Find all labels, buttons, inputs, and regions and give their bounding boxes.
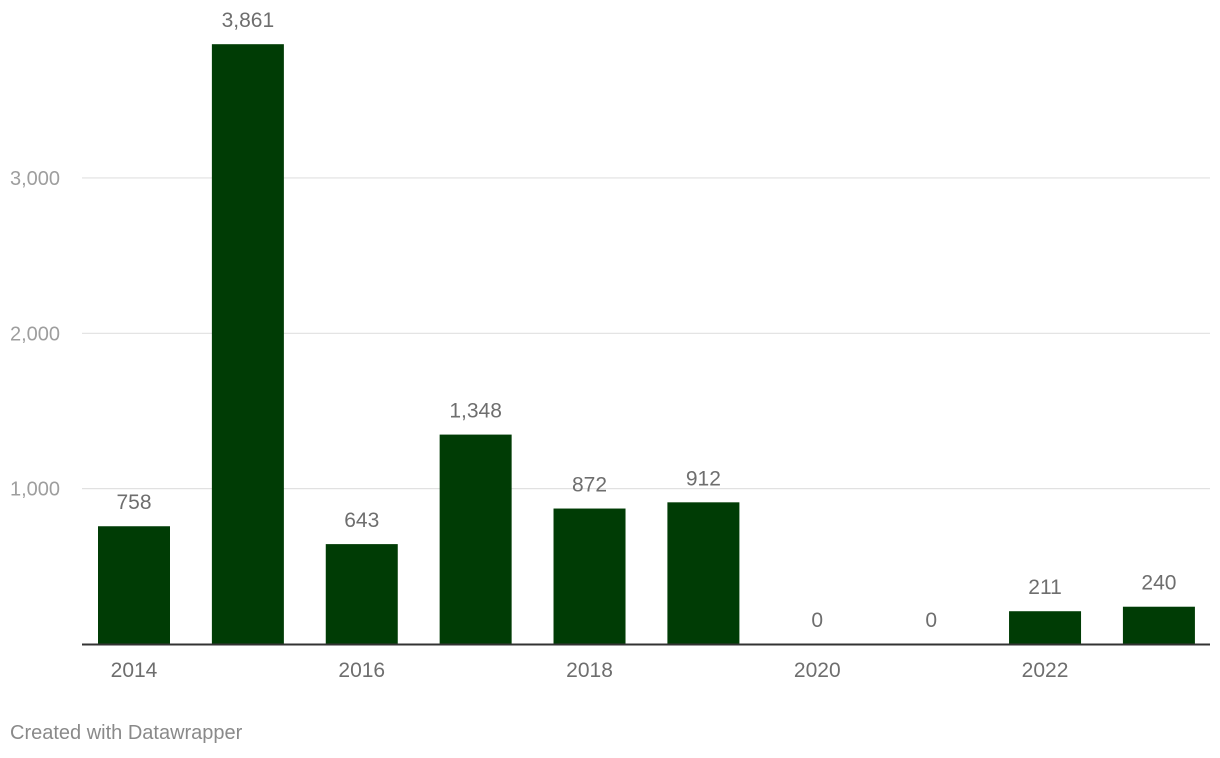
y-tick-label: 2,000 [10,323,60,345]
value-label: 1,348 [449,400,502,423]
value-label: 758 [116,491,151,514]
bar-2023 [1122,606,1195,644]
y-axis-tick-labels: 1,000 2,000 3,000 [10,168,60,501]
datawrapper-credit: Created with Datawrapper [10,722,243,744]
x-tick-label: 2022 [1022,659,1069,682]
y-tick-label: 1,000 [10,479,60,501]
bar-2022 [1009,611,1082,644]
bar-2014 [98,526,170,644]
value-label: 872 [572,474,607,497]
bar-2017 [439,434,512,644]
x-tick-label: 2020 [794,659,841,682]
bar-2019 [667,502,740,644]
bar-2015 [211,44,284,644]
x-tick-label: 2016 [338,659,385,682]
value-label: 0 [811,609,823,632]
value-label: 211 [1028,576,1061,599]
value-label: 643 [344,509,379,532]
x-tick-label: 2018 [566,659,613,682]
y-tick-label: 3,000 [10,168,60,190]
x-tick-label: 2014 [111,659,158,682]
value-label: 912 [686,467,721,490]
value-label: 240 [1141,572,1176,595]
value-labels: 758 3,861 643 1,348 872 912 0 0 211 240 [116,9,1176,632]
value-label: 3,861 [222,9,275,32]
x-axis-tick-labels: 2014 2016 2018 2020 2022 [111,659,1069,682]
bar-2018 [553,508,626,644]
bars [98,44,1195,644]
bar-2016 [325,544,398,644]
value-label: 0 [925,609,937,632]
